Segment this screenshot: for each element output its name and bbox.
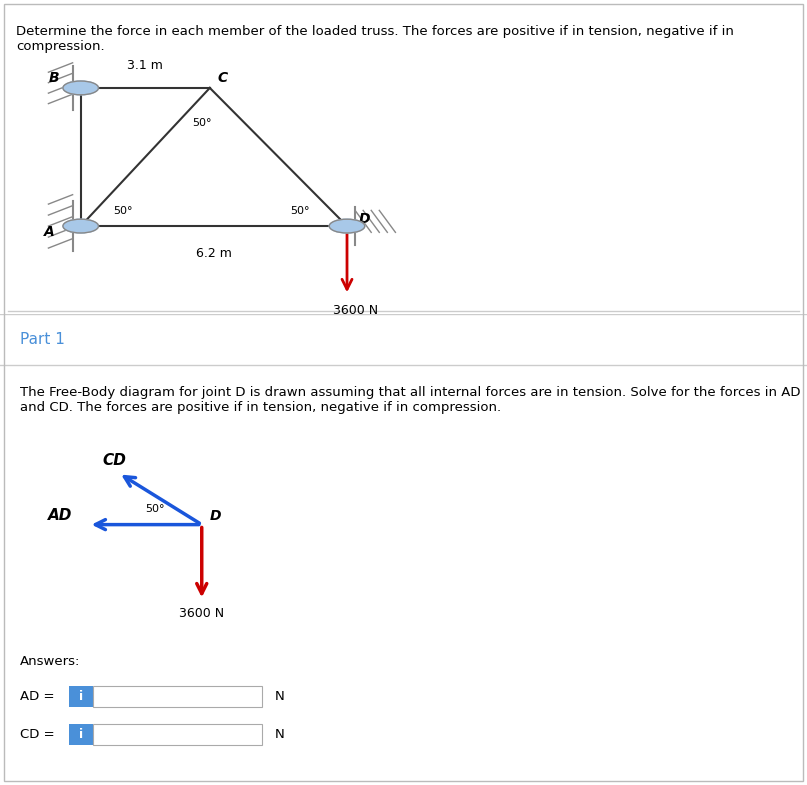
Text: Determine the force in each member of the loaded truss. The forces are positive : Determine the force in each member of th… bbox=[16, 25, 734, 53]
Text: AD =: AD = bbox=[20, 690, 55, 703]
Text: N: N bbox=[274, 690, 284, 703]
Text: The Free-Body diagram for joint D is drawn assuming that all internal forces are: The Free-Body diagram for joint D is dra… bbox=[20, 386, 801, 414]
Text: 50°: 50° bbox=[192, 118, 211, 128]
Text: CD =: CD = bbox=[20, 728, 55, 741]
Text: 50°: 50° bbox=[145, 504, 165, 514]
Text: 3600 N: 3600 N bbox=[332, 304, 378, 317]
Text: AD: AD bbox=[48, 509, 73, 524]
Text: A: A bbox=[44, 225, 55, 239]
Circle shape bbox=[63, 81, 98, 95]
Text: D: D bbox=[210, 509, 221, 524]
Text: CD: CD bbox=[102, 453, 127, 468]
Text: 50°: 50° bbox=[291, 206, 310, 216]
FancyBboxPatch shape bbox=[69, 724, 93, 745]
FancyBboxPatch shape bbox=[93, 686, 262, 707]
FancyBboxPatch shape bbox=[93, 724, 262, 745]
Text: i: i bbox=[78, 690, 83, 703]
Text: D: D bbox=[359, 212, 370, 226]
Text: 3600 N: 3600 N bbox=[179, 607, 224, 620]
Text: 50°: 50° bbox=[113, 206, 132, 216]
Text: 6.2 m: 6.2 m bbox=[196, 247, 232, 261]
Text: Part 1: Part 1 bbox=[20, 332, 65, 347]
Text: i: i bbox=[78, 728, 83, 741]
Text: Answers:: Answers: bbox=[20, 655, 81, 668]
Text: 3.1 m: 3.1 m bbox=[128, 59, 163, 72]
FancyBboxPatch shape bbox=[69, 686, 93, 707]
Text: B: B bbox=[48, 71, 59, 85]
Text: N: N bbox=[274, 728, 284, 741]
Text: C: C bbox=[218, 71, 228, 85]
Circle shape bbox=[329, 219, 365, 233]
Circle shape bbox=[63, 219, 98, 233]
